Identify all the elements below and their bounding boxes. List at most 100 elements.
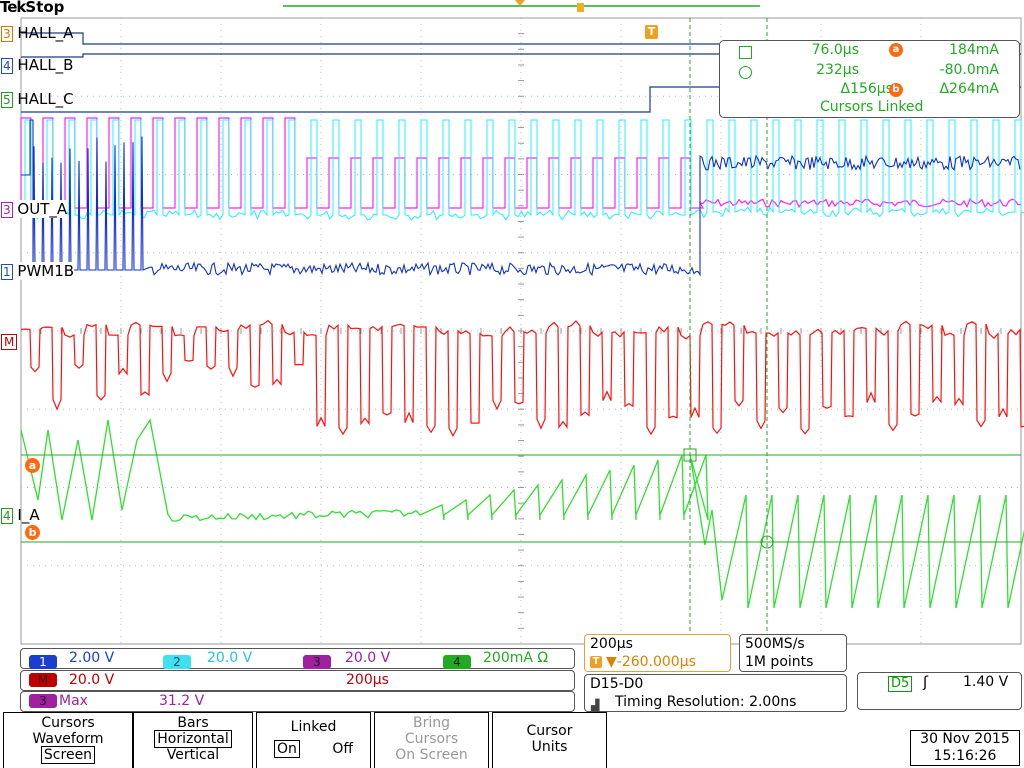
ch-label-pwm1b[interactable]: 1 PWM1B xyxy=(1,262,75,280)
menu-cursors-waveform: Waveform xyxy=(32,731,104,747)
menu-bring-l3: On Screen xyxy=(395,747,468,763)
acquisition-status: Stop xyxy=(25,0,65,16)
ch4-scale[interactable]: 4 200mA Ω xyxy=(443,650,573,669)
b-value: -80.0mA xyxy=(939,62,999,78)
ch-label-text: I_A xyxy=(17,506,40,524)
ch2-trace xyxy=(24,119,1024,221)
ch-label-hall-c[interactable]: 5 HALL_C xyxy=(1,90,74,108)
digital-readout[interactable]: D15-D0 ▟ Timing Resolution: 2.00ns xyxy=(584,674,847,712)
ch3-value: 20.0 V xyxy=(345,650,391,666)
math-time-value: 200µs xyxy=(346,672,389,688)
cursor-b-badge[interactable]: b xyxy=(25,525,40,540)
measurement-readout[interactable]: 3 Max 31.2 V xyxy=(20,691,575,712)
ch-label-i-a[interactable]: 4 I_A xyxy=(1,506,40,524)
menu-bars[interactable]: Bars Horizontal Vertical xyxy=(133,712,253,768)
menu-units-l1: Cursor xyxy=(526,723,573,739)
ch-label-text: OUT_A xyxy=(17,200,68,218)
trigger-level: 1.40 V xyxy=(963,674,1009,690)
sample-rate: 500MS/s xyxy=(745,636,805,652)
cursor-2-circle-marker xyxy=(760,535,774,549)
ch1-scale[interactable]: 1 2.00 V xyxy=(29,650,169,669)
menu-cursors-screen: Screen xyxy=(40,746,96,764)
cursor2-circle-icon xyxy=(739,66,752,79)
ch-num-badge: 1 xyxy=(1,264,13,280)
waveforms xyxy=(20,32,1024,609)
digital-waveform-icon: ▟ xyxy=(591,699,600,712)
menu-bars-title: Bars xyxy=(177,715,209,731)
cursor-1-square-marker xyxy=(683,448,697,462)
menu-cursors-mode[interactable]: Cursors Waveform Screen xyxy=(3,712,133,768)
cursors-linked-label: Cursors Linked xyxy=(820,99,924,115)
cursor-readout-panel: 76.0µs a 184mA 232µs -80.0mA Δ156µs b Δ2… xyxy=(719,40,1020,118)
menu-linked[interactable]: Linked On Off xyxy=(256,712,371,768)
datetime-panel: 30 Nov 2015 15:16:26 xyxy=(910,730,1020,766)
hall-b-trace xyxy=(21,53,1021,58)
cursor-b-icon: b xyxy=(889,83,903,97)
menu-bring-cursors[interactable]: Bring Cursors On Screen xyxy=(374,712,489,768)
ch-num-badge: 3 xyxy=(1,26,13,42)
t1-value: 76.0µs xyxy=(811,42,859,58)
math-trace xyxy=(20,319,1024,438)
menu-units-l2: Units xyxy=(531,739,568,755)
measure-value: 31.2 V xyxy=(159,693,205,709)
record-length: 1M points xyxy=(745,654,814,670)
ch-label-math[interactable]: M xyxy=(1,334,18,350)
a-value: 184mA xyxy=(949,42,999,58)
menu-linked-off[interactable]: Off xyxy=(332,741,354,757)
menu-cursors-screen-wrap: Screen xyxy=(4,746,132,764)
cursor-lines[interactable] xyxy=(21,18,1021,644)
ch3-scale[interactable]: 3 20.0 V xyxy=(303,650,443,669)
ch4-chip: 4 xyxy=(443,655,471,669)
delta-v-value: Δ264mA xyxy=(939,81,999,97)
ch-num-badge: 4 xyxy=(1,58,13,74)
ch-label-hall-b[interactable]: 4 HALL_B xyxy=(1,56,73,74)
ch1-value: 2.00 V xyxy=(69,650,115,666)
menu-linked-on[interactable]: On xyxy=(273,740,300,758)
channel-scale-strip: 1 2.00 V 2 20.0 V 3 20.0 V 4 200mA Ω xyxy=(20,648,575,669)
menu-cursor-units[interactable]: Cursor Units xyxy=(492,712,607,768)
ch-num-badge: 4 xyxy=(1,508,13,524)
menu-linked-options: On Off xyxy=(257,740,370,758)
ch-label-text: HALL_C xyxy=(17,90,74,108)
menu-bring-l2: Cursors xyxy=(404,731,459,747)
horizontal-scale: 200µs xyxy=(590,636,633,652)
ch3-chip: 3 xyxy=(303,655,331,669)
acquisition-readout[interactable]: 500MS/s 1M points xyxy=(739,634,847,672)
menu-cursors-title: Cursors xyxy=(41,715,95,731)
trigger-source: D5 xyxy=(888,676,913,692)
ch-label-out-a[interactable]: 3 OUT_A xyxy=(1,200,68,218)
ch1-chip: 1 xyxy=(29,655,57,669)
rising-edge-icon: ʃ xyxy=(923,673,929,691)
ch-label-hall-a[interactable]: 3 HALL_A xyxy=(1,24,73,42)
brand-logo: Tek xyxy=(0,0,26,16)
ch-num-badge: 3 xyxy=(1,202,13,218)
ch2-scale[interactable]: 2 20.0 V xyxy=(163,650,303,669)
math-readout[interactable]: M 20.0 V 200µs xyxy=(20,670,575,691)
ch-label-text: PWM1B xyxy=(17,262,75,280)
ch2-chip: 2 xyxy=(163,655,191,669)
menu-bars-vertical: Vertical xyxy=(166,747,220,763)
menu-linked-title: Linked xyxy=(290,719,337,735)
hall-a-trace xyxy=(21,32,1021,45)
math-scale-value: 20.0 V xyxy=(69,672,115,688)
pwm1b-trace xyxy=(21,119,1021,277)
trigger-readout[interactable]: D5 ʃ 1.40 V xyxy=(857,672,1022,710)
math-chip: M xyxy=(29,673,57,687)
i-a-trace xyxy=(20,418,1024,609)
t2-value: 232µs xyxy=(816,62,859,78)
ch-label-text: HALL_B xyxy=(17,56,74,74)
timing-resolution: Timing Resolution: 2.00ns xyxy=(615,694,797,710)
time-text: 15:16:26 xyxy=(933,748,997,764)
horizontal-readout[interactable]: 200µs T ▼-260.000µs xyxy=(584,634,731,672)
menu-bars-horizontal-wrap: Horizontal xyxy=(134,730,252,748)
trigger-position-icon: T xyxy=(590,656,602,668)
cursor1-square-icon xyxy=(739,46,752,59)
ch-label-text: HALL_A xyxy=(17,24,74,42)
cursor-a-icon: a xyxy=(889,43,903,57)
cursor-a-badge[interactable]: a xyxy=(25,458,40,473)
ch-num-badge: M xyxy=(1,334,18,350)
menu-bars-horizontal: Horizontal xyxy=(154,730,232,748)
expansion-point-icon xyxy=(577,3,584,12)
